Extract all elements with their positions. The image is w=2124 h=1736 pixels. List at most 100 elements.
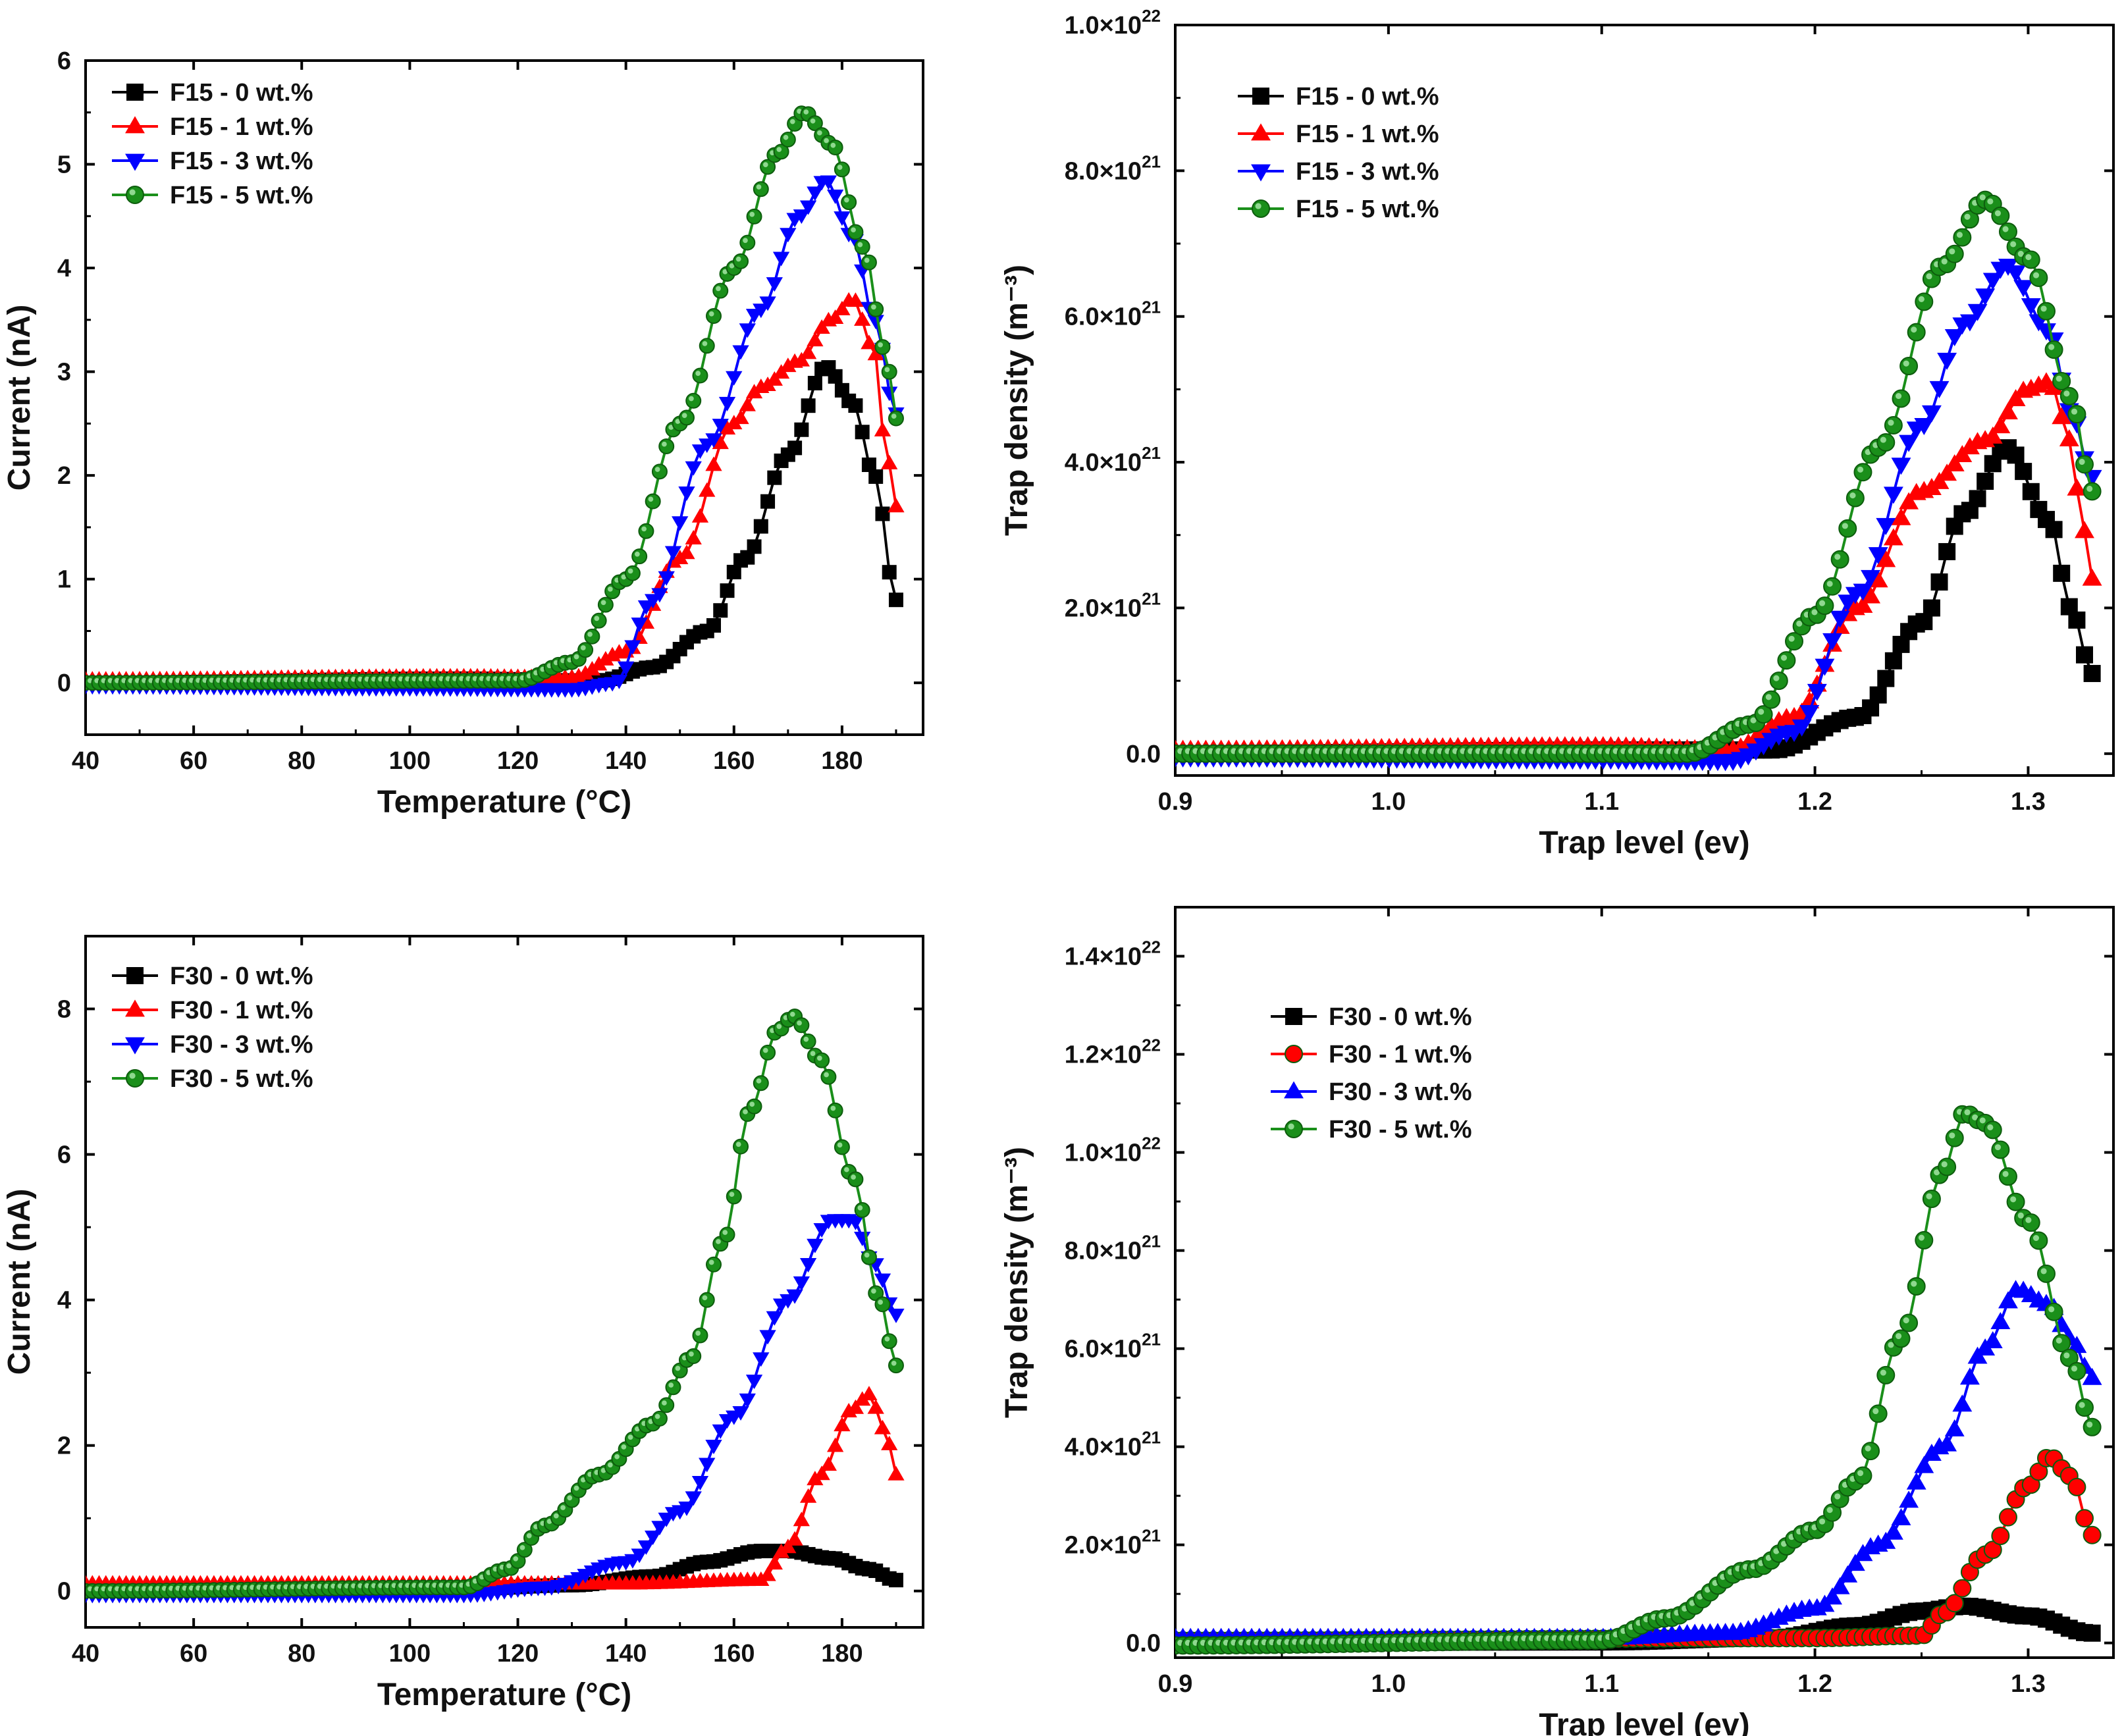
- x-tick-label: 40: [72, 747, 99, 775]
- x-axis-label: Trap level (ev): [1539, 1708, 1749, 1736]
- x-tick-label: 0.9: [1158, 788, 1193, 816]
- x-tick-label: 100: [389, 1640, 431, 1668]
- series-line: [1175, 1113, 2094, 1647]
- y-tick-label: 8.0×1021: [1065, 151, 1161, 185]
- data-point: [1982, 426, 2003, 444]
- data-point: [699, 482, 716, 497]
- data-point: [1937, 463, 1957, 481]
- data-point: [868, 469, 884, 484]
- data-point: [1944, 454, 1965, 471]
- x-tick-label: 180: [821, 747, 863, 775]
- legend-label: F30 - 3 wt.%: [170, 1031, 313, 1059]
- data-point: [2059, 386, 2079, 406]
- data-point: [1907, 323, 1926, 342]
- data-point: [2083, 1417, 2102, 1436]
- data-point: [1822, 633, 1842, 650]
- data-point: [2068, 611, 2086, 629]
- series-1: [86, 1386, 905, 1590]
- x-tick-label: 1.2: [1797, 1670, 1832, 1698]
- data-point: [1799, 691, 1820, 709]
- y-tick-label: 1.2×1022: [1065, 1036, 1161, 1069]
- data-point: [747, 539, 762, 554]
- data-point: [1830, 1577, 1850, 1594]
- data-point: [766, 277, 783, 292]
- data-point: [1823, 577, 1842, 596]
- data-point: [834, 1417, 851, 1432]
- data-point: [1998, 402, 2018, 419]
- y-tick-label: 4: [57, 255, 71, 282]
- legend-label: F15 - 1 wt.%: [170, 113, 313, 141]
- data-point: [854, 238, 870, 255]
- data-point: [2045, 521, 2063, 539]
- data-point: [888, 1308, 905, 1323]
- data-point: [1853, 583, 1873, 601]
- data-point: [841, 194, 857, 211]
- data-point: [732, 409, 749, 425]
- legend-marker: [125, 1037, 145, 1055]
- x-tick-label: 1.1: [1584, 1670, 1619, 1698]
- data-point: [847, 1215, 864, 1230]
- data-point: [2006, 1192, 2025, 1211]
- data-point: [678, 409, 695, 426]
- data-point: [759, 296, 776, 311]
- x-axis-label: Temperature (°C): [377, 1677, 631, 1712]
- data-point: [867, 346, 884, 361]
- data-point: [814, 1052, 830, 1068]
- data-point: [799, 200, 817, 215]
- data-point: [2067, 1361, 2086, 1381]
- legend: F30 - 0 wt.% F30 - 1 wt.% F30 - 3 wt.% F30 …: [112, 962, 313, 1093]
- data-point: [1815, 658, 1835, 676]
- data-point: [645, 1531, 662, 1546]
- data-point: [699, 1458, 716, 1473]
- data-point: [766, 1555, 783, 1570]
- y-tick-label: 6: [57, 47, 71, 75]
- data-point: [685, 392, 702, 409]
- data-point: [827, 140, 843, 156]
- data-point: [1998, 222, 2017, 241]
- data-point: [780, 228, 797, 243]
- data-point: [826, 309, 844, 324]
- data-point: [746, 208, 762, 224]
- legend: F15 - 0 wt.% F15 - 1 wt.% F15 - 3 wt.% F15 …: [1238, 83, 1439, 223]
- data-point: [699, 338, 715, 354]
- y-tick-label: 8.0×1021: [1065, 1232, 1161, 1265]
- data-point: [834, 211, 851, 226]
- data-point: [1785, 632, 1804, 651]
- data-point: [1853, 463, 1872, 482]
- data-point: [706, 308, 722, 325]
- data-point: [651, 463, 668, 480]
- data-point: [861, 334, 878, 350]
- data-point: [2075, 455, 2094, 474]
- data-point: [834, 161, 850, 178]
- data-point: [1891, 1508, 1911, 1525]
- x-tick-label: 0.9: [1158, 1670, 1193, 1698]
- data-point: [726, 564, 741, 579]
- y-tick-label: 3: [57, 359, 71, 386]
- data-point: [658, 571, 675, 586]
- y-tick-label: 6.0×1021: [1065, 298, 1161, 331]
- data-point: [1906, 1472, 1926, 1490]
- legend-marker: [1284, 1081, 1304, 1099]
- data-point: [888, 410, 904, 427]
- legend-label: F15 - 5 wt.%: [1296, 196, 1439, 223]
- legend-label: F15 - 5 wt.%: [170, 182, 313, 209]
- data-point: [799, 344, 817, 359]
- data-point: [678, 487, 695, 502]
- x-tick-label: 160: [713, 1640, 755, 1668]
- data-point: [1899, 434, 1919, 452]
- data-point: [739, 396, 756, 411]
- data-point: [631, 1548, 648, 1564]
- data-point: [882, 565, 897, 580]
- data-point: [631, 548, 648, 565]
- plot-area: [86, 105, 905, 698]
- data-point: [597, 650, 614, 666]
- plot-area: [86, 1008, 905, 1604]
- data-point: [2036, 1264, 2056, 1283]
- data-point: [1982, 273, 2003, 290]
- legend: F30 - 0 wt.% F30 - 1 wt.% F30 - 3 wt.% F30 …: [1271, 1003, 1472, 1144]
- data-point: [855, 425, 870, 440]
- data-point: [2082, 1367, 2102, 1385]
- data-point: [786, 1289, 803, 1304]
- data-point: [2013, 280, 2034, 298]
